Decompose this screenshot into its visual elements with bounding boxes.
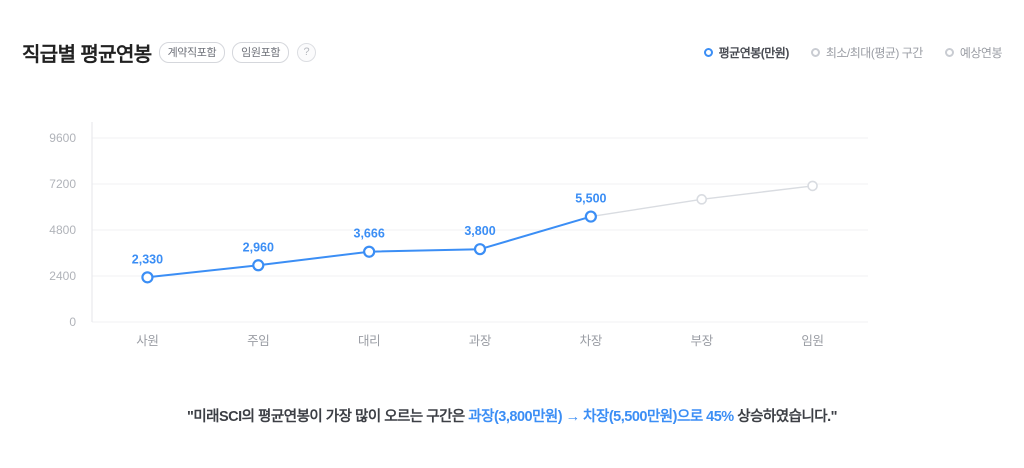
legend-item-label: 평균연봉(만원) [718, 45, 790, 60]
title-group: 직급별 평균연봉 계약직포함 임원포함 ? [22, 34, 317, 70]
data-point-marker[interactable] [807, 180, 818, 192]
data-point-marker[interactable] [696, 194, 708, 205]
legend-marker-icon [944, 47, 954, 57]
chart-header: 직급별 평균연봉 계약직포함 임원포함 ? 평균연봉(만원) 최소/최대(평균)… [0, 34, 1024, 70]
y-axis-tick-label: 9600 [49, 131, 76, 145]
x-axis-tick-label: 사원 [136, 334, 158, 348]
x-axis-tick-label: 대리 [358, 334, 380, 348]
help-icon[interactable]: ? [297, 42, 317, 62]
data-point-marker[interactable] [473, 243, 487, 256]
data-point-label: 3,666 [354, 227, 385, 241]
legend-item-average-salary[interactable]: 평균연봉(만원) [703, 44, 790, 61]
legend-item-min-max-range[interactable]: 최소/최대(평균) 구간 [810, 44, 923, 61]
caption-arrow-icon: → [562, 409, 584, 425]
caption-highlight-to: 차장(5,500만원)으로 45% [583, 409, 734, 425]
y-axis-tick-label: 0 [69, 315, 76, 329]
data-point-label: 2,330 [132, 252, 163, 266]
data-point-label: 5,500 [575, 192, 606, 206]
y-axis-tick-label: 2400 [49, 269, 76, 283]
legend-item-label: 최소/최대(평균) 구간 [825, 45, 923, 60]
data-point-marker[interactable] [363, 245, 376, 258]
badge-executive-included[interactable]: 임원포함 [232, 41, 290, 63]
caption-suffix: 상승하였습니다." [733, 409, 838, 425]
legend-item-expected-salary[interactable]: 예상연봉 [944, 44, 1003, 61]
x-axis-tick-label: 차장 [580, 334, 603, 348]
legend-item-label: 예상연봉 [959, 45, 1003, 60]
data-point-marker[interactable] [141, 271, 154, 284]
chart-legend: 평균연봉(만원) 최소/최대(평균) 구간 예상연봉 [703, 34, 1003, 70]
data-point-label: 3,800 [464, 224, 495, 238]
chart-caption: "미래SCI의 평균연봉이 가장 많이 오르는 구간은 과장(3,800만원) … [0, 405, 1024, 426]
x-axis-tick-label: 과장 [469, 334, 492, 348]
x-axis-tick-label: 부장 [691, 334, 714, 348]
badge-contract-included[interactable]: 계약직포함 [158, 41, 226, 63]
caption-highlight-from: 과장(3,800만원) [468, 409, 563, 425]
x-axis-tick-label: 임원 [801, 334, 823, 348]
legend-marker-icon [810, 47, 820, 57]
page-title: 직급별 평균연봉 [22, 43, 152, 66]
data-point-marker[interactable] [584, 210, 597, 223]
caption-prefix: "미래SCI의 평균연봉이 가장 많이 오르는 구간은 [186, 409, 469, 425]
y-axis-tick-label: 4800 [49, 223, 76, 237]
x-axis-tick-label: 주임 [247, 334, 269, 348]
legend-marker-icon [703, 47, 713, 57]
salary-line-chart: 0 2400 4800 7200 9600 사원 주임 대리 과장 차장 부장 임원 2,330 2,96… [0, 100, 1024, 365]
data-point-marker[interactable] [252, 259, 265, 272]
data-point-label: 2,960 [243, 240, 274, 254]
y-axis-tick-label: 7200 [49, 177, 76, 191]
chart-canvas: 0 2400 4800 7200 9600 사원 주임 대리 과장 차장 부장 임원 2,330 2,96… [49, 122, 868, 348]
